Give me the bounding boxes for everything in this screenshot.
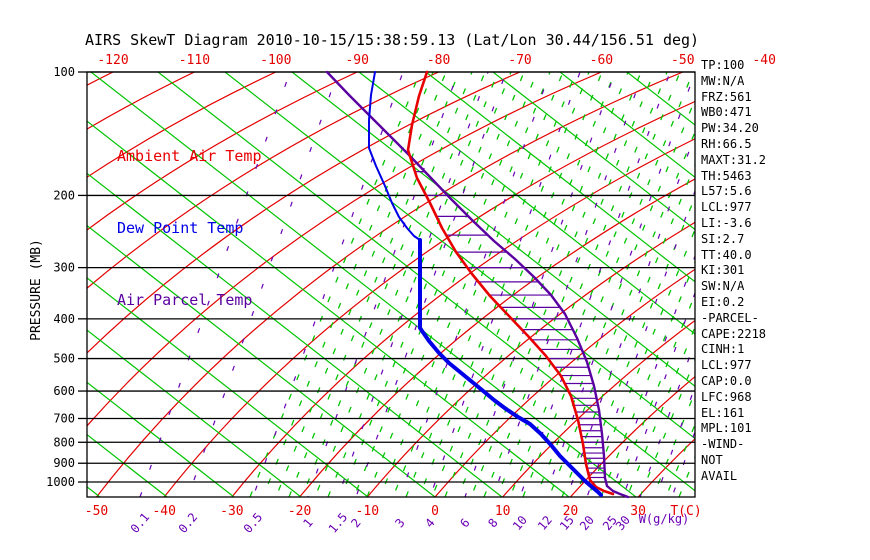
- legend: Ambient Air Temp Dew Point Temp Air Parc…: [117, 96, 262, 360]
- pressure-tick-label: 400: [53, 312, 75, 326]
- temp-unit-label: T(C): [670, 504, 701, 519]
- dew-point-temp-curve-lower: [418, 238, 603, 497]
- index-line: EI:0.2: [701, 294, 745, 309]
- bottom-temp-label: -10: [356, 504, 379, 519]
- index-line: PW:34.20: [701, 121, 759, 136]
- ambient-air-temp-curve: [406, 70, 615, 496]
- mixing-ratio-label: 1.5: [326, 510, 351, 536]
- top-temp-label: -70: [508, 53, 531, 68]
- mixing-ratio-unit-label: W(g/kg): [639, 512, 690, 526]
- mixing-ratio-label: 12: [535, 513, 555, 533]
- pressure-tick-label: 800: [53, 435, 75, 449]
- top-temp-label: -60: [590, 53, 613, 68]
- pressure-tick-label: 700: [53, 411, 75, 425]
- legend-ambient-air-temp: Ambient Air Temp: [117, 147, 262, 165]
- pressure-axis-label: PRESSURE (MB): [29, 239, 44, 341]
- pressure-tick-label: 1000: [46, 475, 75, 489]
- top-temp-label: -120: [97, 53, 128, 68]
- bottom-temp-label: -30: [220, 504, 243, 519]
- top-temp-label: -50: [671, 53, 694, 68]
- index-line: FRZ:561: [701, 89, 752, 104]
- mixing-ratio-label: 0.1: [128, 510, 153, 536]
- sounding-indices-panel: TP:100 MW:N/A FRZ:561 WB0:471 PW:34.20 RH:66.…: [701, 58, 766, 485]
- index-line: SW:N/A: [701, 279, 745, 294]
- index-line: TH:5463: [701, 168, 752, 183]
- mixing-ratio-label: 6: [457, 516, 472, 531]
- index-line: LI:-3.6: [701, 215, 752, 230]
- index-line: EL:161: [701, 405, 745, 420]
- cape-hatch-area: [415, 171, 604, 479]
- bottom-temp-label: 10: [495, 504, 511, 519]
- index-line: LFC:968: [701, 389, 752, 404]
- chart-title: AIRS SkewT Diagram 2010-10-15/15:38:59.1…: [85, 31, 700, 49]
- mixing-ratio-label: 3: [392, 516, 407, 531]
- air-parcel-temp-curve: [325, 70, 630, 499]
- moist-adiabat-dashes: [249, 72, 695, 497]
- bottom-temp-label: 30: [630, 504, 646, 519]
- index-line: NOT: [701, 452, 723, 467]
- index-line: MW:N/A: [701, 73, 745, 88]
- mixing-ratio-dashes: [139, 72, 695, 497]
- plot-border: [86, 71, 696, 498]
- mixing-ratio-label: 20: [577, 513, 597, 533]
- mixing-ratio-label: 0.2: [176, 510, 201, 536]
- legend-dew-point-temp: Dew Point Temp: [117, 219, 244, 237]
- index-line: -PARCEL-: [701, 310, 759, 325]
- bottom-temp-label: 0: [431, 504, 439, 519]
- index-line: RH:66.5: [701, 136, 752, 151]
- top-temp-label: -80: [427, 53, 450, 68]
- bottom-temp-label: 20: [563, 504, 579, 519]
- index-line: MAXT:31.2: [701, 152, 767, 167]
- top-temp-label: -90: [345, 53, 368, 68]
- index-line: -WIND-: [701, 437, 745, 452]
- top-temp-label: -100: [260, 53, 291, 68]
- index-line: CAP:0.0: [701, 373, 752, 388]
- index-line: CINH:1: [701, 342, 745, 357]
- index-line: SI:2.7: [701, 231, 745, 246]
- top-temp-label: -110: [179, 53, 210, 68]
- pressure-tick-label: 300: [53, 261, 75, 275]
- index-line: KI:301: [701, 263, 745, 278]
- index-line: WB0:471: [701, 105, 752, 120]
- pressure-tick-label: 900: [53, 456, 75, 470]
- pressure-tick-label: 200: [53, 188, 75, 202]
- top-temp-label: -40: [752, 53, 775, 68]
- bottom-temp-label: -40: [152, 504, 175, 519]
- mixing-ratio-label: 0.5: [241, 510, 266, 536]
- pressure-tick-label: 600: [53, 384, 75, 398]
- mixing-ratio-label: 10: [510, 513, 530, 533]
- bottom-temp-label: -50: [85, 504, 108, 519]
- index-line: CAPE:2218: [701, 326, 767, 341]
- index-line: LCL:977: [701, 200, 752, 215]
- index-line: MPL:101: [701, 421, 752, 436]
- adiabat-lines: [87, 72, 695, 497]
- pressure-tick-label: 500: [53, 352, 75, 366]
- index-line: TP:100: [701, 58, 745, 72]
- index-line: TT:40.0: [701, 247, 752, 262]
- index-line: LCL:977: [701, 358, 752, 373]
- legend-air-parcel-temp: Air Parcel Temp: [117, 291, 253, 309]
- dew-point-temp-curve-upper: [368, 71, 421, 241]
- index-line: AVAIL: [701, 468, 738, 483]
- pressure-tick-label: 100: [53, 65, 75, 79]
- index-line: L57:5.6: [701, 184, 752, 199]
- bottom-temp-label: -20: [288, 504, 311, 519]
